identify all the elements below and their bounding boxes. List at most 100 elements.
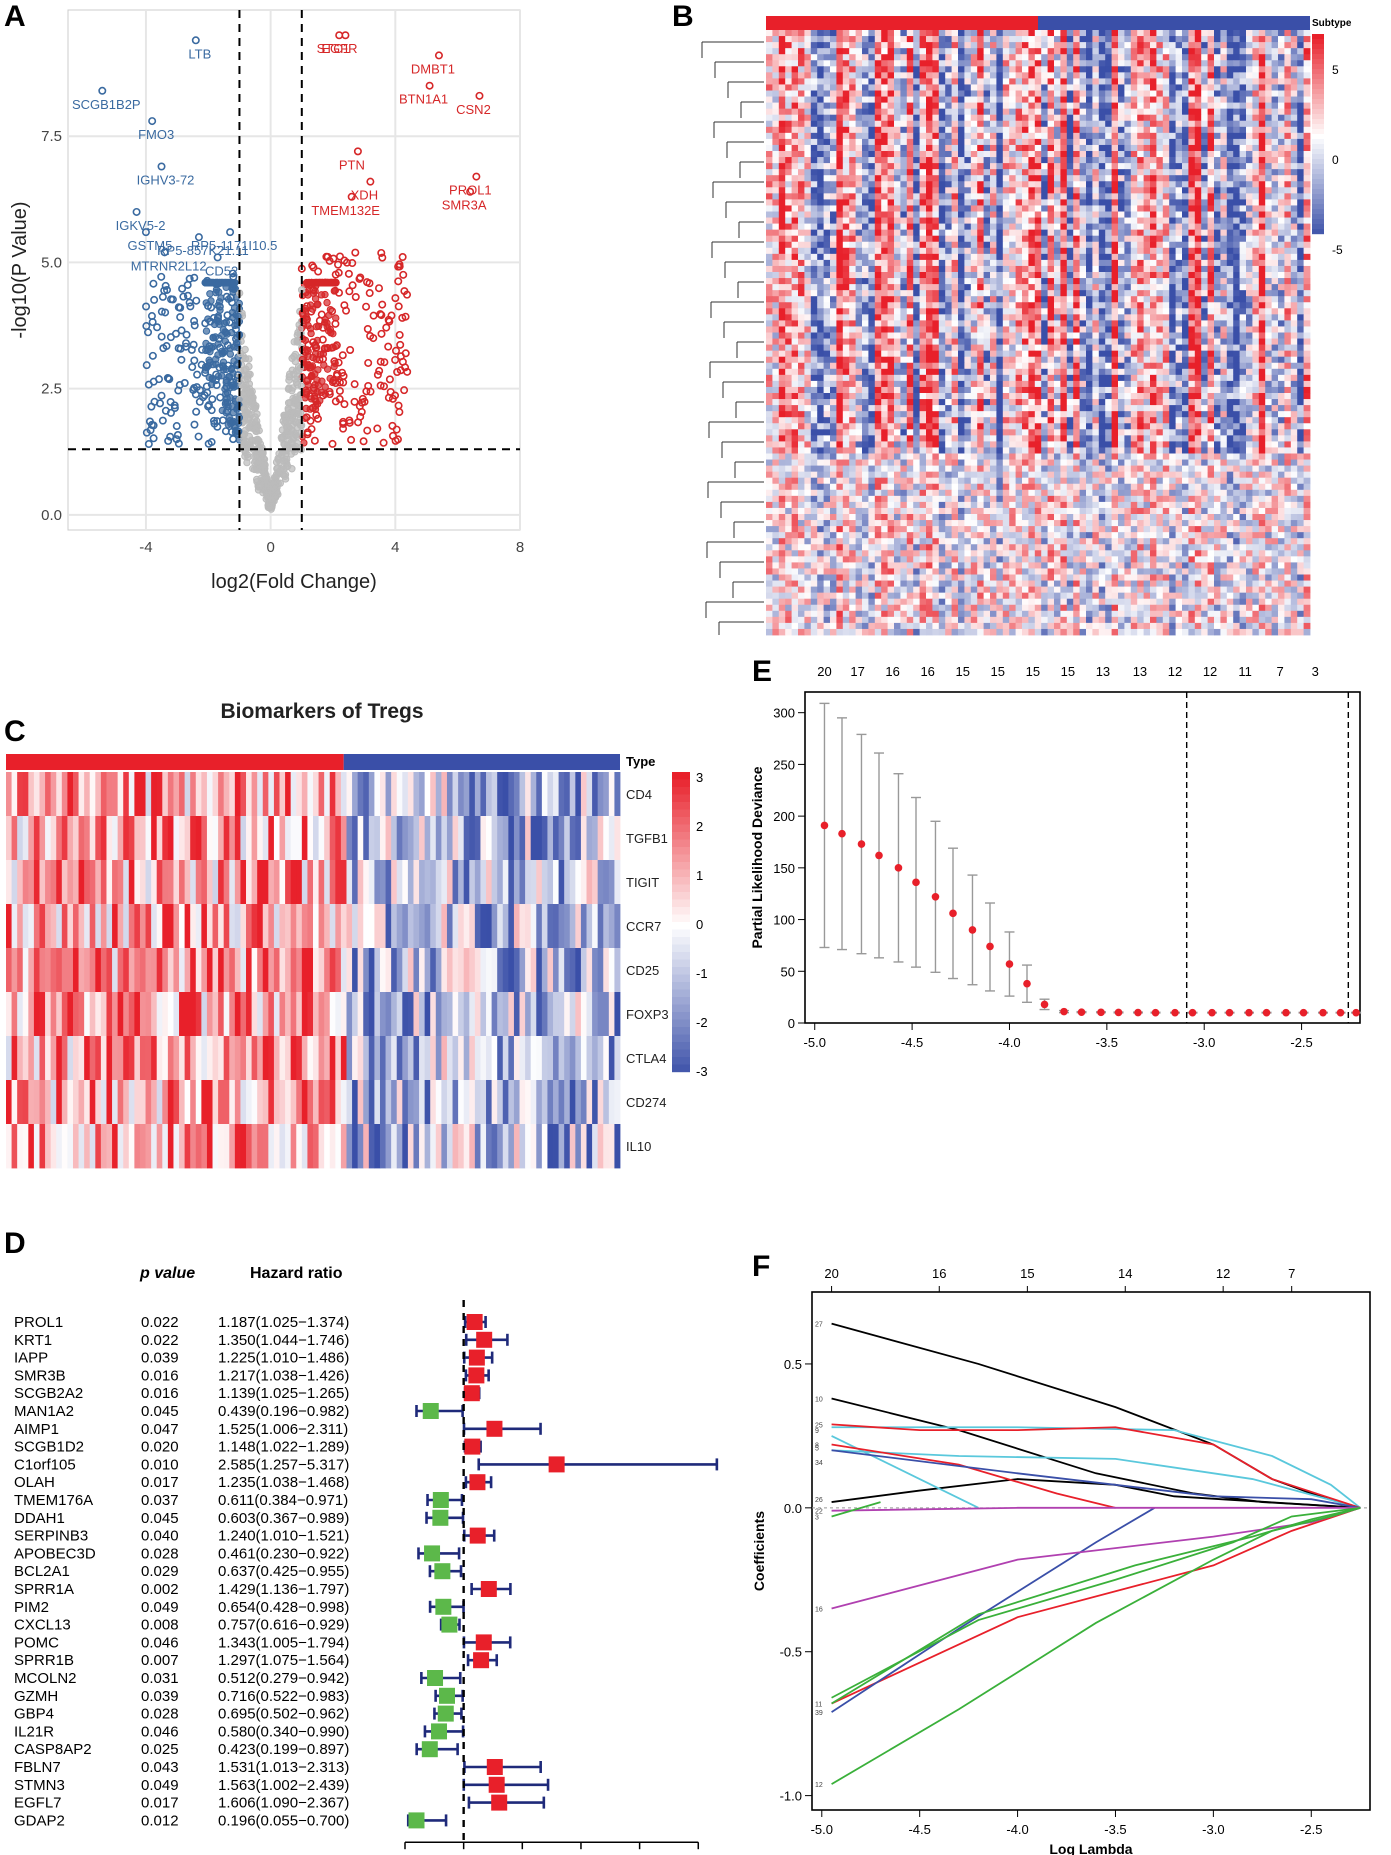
heatmap-cell [810,30,818,37]
heatmap-cell [1220,138,1228,146]
heatmap-cell [1284,90,1292,97]
heatmap-cell [1092,211,1100,218]
down-point [174,386,183,395]
heatmap-cell [836,157,844,164]
heatmap-cell [1188,223,1196,231]
heatmap-cell [862,36,869,43]
heatmap-cell [1265,126,1272,134]
background-point [246,390,255,398]
heatmap-cell [798,144,805,152]
heatmap-cell [1182,36,1189,43]
heatmap-cell [951,78,959,85]
heatmap-cell [932,235,940,243]
heatmap-cell [1239,175,1247,182]
heatmap-cell [1258,114,1266,122]
heatmap-cell [1009,102,1016,110]
heatmap-cell [836,84,844,91]
heatmap-cell [887,138,895,146]
heatmap-cell [1226,199,1234,206]
heatmap-cell [772,199,780,206]
background-point [251,403,260,412]
heatmap-cell [868,30,876,37]
heatmap-cell [906,223,914,231]
heatmap-cell [823,265,831,273]
heatmap-cell [836,66,844,73]
heatmap-cell [791,290,799,297]
heatmap-cell [1066,229,1074,237]
heatmap-cell [881,72,888,79]
heatmap-cell [996,151,1004,158]
heatmap-cell [1175,30,1183,37]
heatmap-cell [798,265,805,273]
heatmap-cell [938,193,946,200]
background-point [306,324,315,333]
heatmap-cell [1009,247,1016,255]
heatmap-cell [1066,253,1074,261]
heatmap-cell [906,205,914,212]
heatmap-cell [958,151,965,158]
down-point [158,416,167,425]
heatmap-cell [1265,284,1272,291]
heatmap-cell [1105,114,1112,122]
heatmap-cell [874,181,882,188]
heatmap-cell [919,90,927,97]
heatmap-cell [868,54,876,61]
heatmap-cell [1278,241,1285,249]
heatmap-cell [964,265,972,273]
heatmap-cell [1290,229,1298,237]
heatmap-cell [1278,193,1285,200]
heatmap-cell [1124,108,1132,116]
heatmap-cell [810,199,818,206]
heatmap-cell [855,78,863,85]
heatmap-cell [1169,132,1176,140]
heatmap-cell [1182,108,1189,116]
up-point [362,302,371,311]
heatmap-cell [983,235,991,243]
heatmap-cell [1207,235,1215,243]
heatmap-cell [1246,138,1253,146]
heatmap-cell [1054,151,1061,158]
heatmap-cell [964,247,972,255]
heatmap-cell [1047,235,1055,243]
heatmap-cell [958,241,965,249]
heatmap-cell [964,84,972,91]
heatmap-cell [926,259,933,267]
heatmap-cell [1233,169,1240,176]
heatmap-cell [1239,272,1247,279]
heatmap-cell [1143,265,1151,273]
heatmap-cell [1188,169,1196,176]
heatmap-cell [958,169,965,176]
heatmap-cell [1105,144,1112,152]
heatmap-cell [1111,199,1119,206]
heatmap-cell [1086,48,1093,55]
heatmap-cell [1182,120,1189,128]
heatmap-cell [842,151,850,158]
heatmap-cell [1130,157,1138,164]
heatmap-cell [1290,284,1298,291]
heatmap-cell [862,108,869,116]
heatmap-cell [1246,78,1253,85]
down-point [157,332,166,341]
heatmap-cell [1233,120,1240,128]
down-point [227,298,236,307]
heatmap-cell [1137,278,1144,285]
heatmap-cell [1098,132,1106,140]
heatmap-cell [1137,42,1144,49]
heatmap-cell [900,290,908,297]
heatmap-cell [919,278,927,285]
heatmap-cell [1156,102,1164,110]
heatmap-cell [926,187,933,194]
heatmap-cell [1162,217,1170,224]
heatmap-cell [817,205,824,212]
heatmap-cell [1143,132,1151,140]
heatmap-cell [785,120,792,128]
heatmap-cell [772,284,780,291]
heatmap-cell [772,138,780,146]
heatmap-cell [1226,259,1234,267]
heatmap-cell [1175,72,1183,79]
heatmap-cell [1137,193,1144,200]
heatmap-cell [919,84,927,91]
heatmap-cell [1252,144,1260,152]
heatmap-cell [810,144,818,152]
heatmap-cell [874,163,882,170]
